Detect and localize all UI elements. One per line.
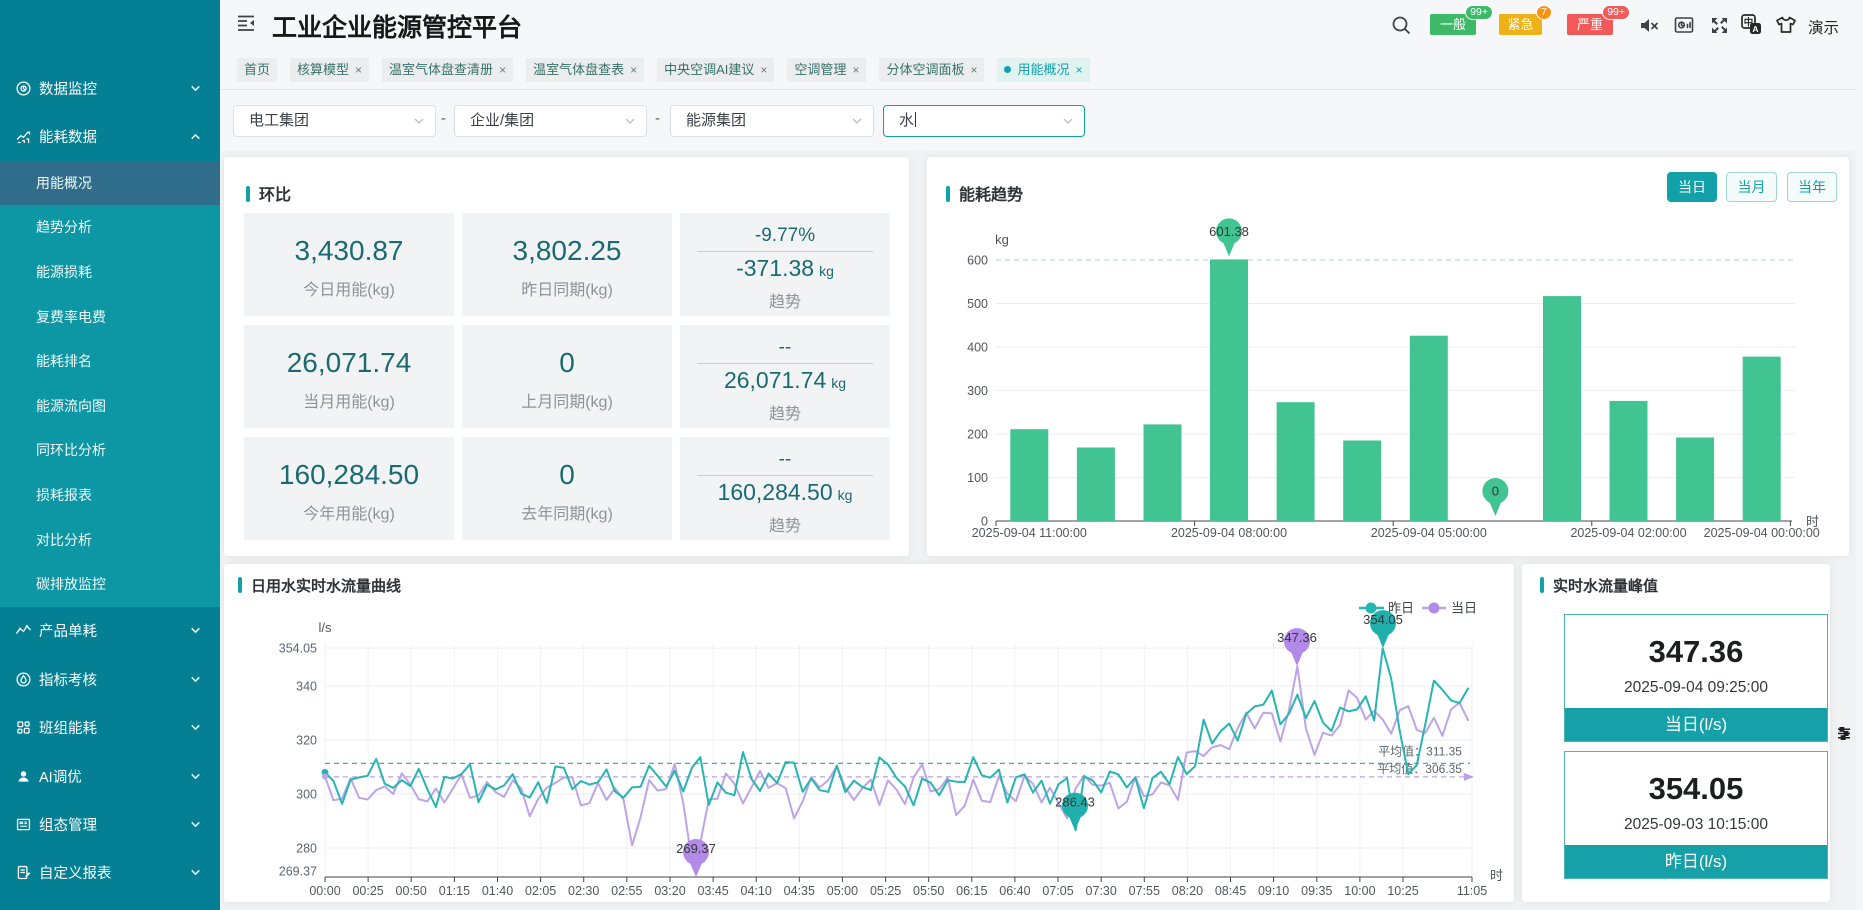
svg-text:00:00: 00:00 [309,884,340,898]
svg-text:时: 时 [1806,514,1819,529]
svg-text:03:20: 03:20 [654,884,685,898]
svg-text:601.38: 601.38 [1209,224,1249,239]
svg-text:08:45: 08:45 [1215,884,1246,898]
svg-text:2025-09-04 05:00:00: 2025-09-04 05:00:00 [1371,526,1487,540]
svg-text:昨日: 昨日 [1388,601,1414,616]
svg-text:01:40: 01:40 [482,884,513,898]
svg-text:500: 500 [967,297,988,311]
svg-text:05:25: 05:25 [870,884,901,898]
svg-text:02:05: 02:05 [525,884,556,898]
svg-text:10:25: 10:25 [1387,884,1418,898]
svg-text:05:50: 05:50 [913,884,944,898]
svg-text:0: 0 [981,515,988,529]
svg-text:347.36: 347.36 [1277,630,1317,645]
svg-text:300: 300 [967,384,988,398]
svg-text:06:40: 06:40 [999,884,1030,898]
svg-text:07:05: 07:05 [1042,884,1073,898]
svg-text:11:05: 11:05 [1457,884,1487,898]
svg-text:10:00: 10:00 [1344,884,1375,898]
svg-text:02:30: 02:30 [568,884,599,898]
svg-text:286.43: 286.43 [1055,795,1095,810]
svg-text:0: 0 [1492,484,1499,499]
svg-text:04:35: 04:35 [784,884,815,898]
svg-text:00:50: 00:50 [396,884,427,898]
svg-text:09:35: 09:35 [1301,884,1332,898]
svg-text:时: 时 [1490,868,1503,883]
svg-text:08:20: 08:20 [1172,884,1203,898]
svg-text:320: 320 [296,734,317,748]
svg-text:2025-09-04 11:00:00: 2025-09-04 11:00:00 [972,526,1087,540]
svg-text:600: 600 [967,254,988,268]
svg-text:00:25: 00:25 [352,884,383,898]
svg-text:269.37: 269.37 [279,865,317,879]
svg-text:02:55: 02:55 [611,884,642,898]
svg-text:kg: kg [995,232,1009,247]
svg-text:354.05: 354.05 [279,642,317,656]
svg-text:400: 400 [967,341,988,355]
svg-text:07:30: 07:30 [1086,884,1117,898]
svg-text:06:15: 06:15 [956,884,987,898]
svg-text:09:10: 09:10 [1258,884,1289,898]
svg-text:中: 中 [1744,17,1754,29]
svg-text:2025-09-04 02:00:00: 2025-09-04 02:00:00 [1570,526,1686,540]
svg-text:280: 280 [296,842,317,856]
svg-text:01:15: 01:15 [439,884,470,898]
svg-text:当日: 当日 [1451,601,1477,616]
svg-text:2025-09-04 08:00:00: 2025-09-04 08:00:00 [1171,526,1287,540]
svg-text:300: 300 [296,788,317,802]
svg-text:平均值：306.35: 平均值：306.35 [1377,761,1462,776]
svg-text:03:45: 03:45 [697,884,728,898]
svg-text:A: A [1752,24,1758,34]
svg-text:269.37: 269.37 [676,841,716,856]
svg-text:l/s: l/s [319,620,333,635]
svg-text:100: 100 [967,471,988,485]
svg-text:2025-09-04 00:00:00: 2025-09-04 00:00:00 [1704,526,1820,540]
svg-text:04:10: 04:10 [741,884,772,898]
svg-text:05:00: 05:00 [827,884,858,898]
svg-text:340: 340 [296,680,317,694]
svg-text:200: 200 [967,428,988,442]
svg-text:354.05: 354.05 [1363,612,1403,627]
svg-text:07:55: 07:55 [1129,884,1160,898]
